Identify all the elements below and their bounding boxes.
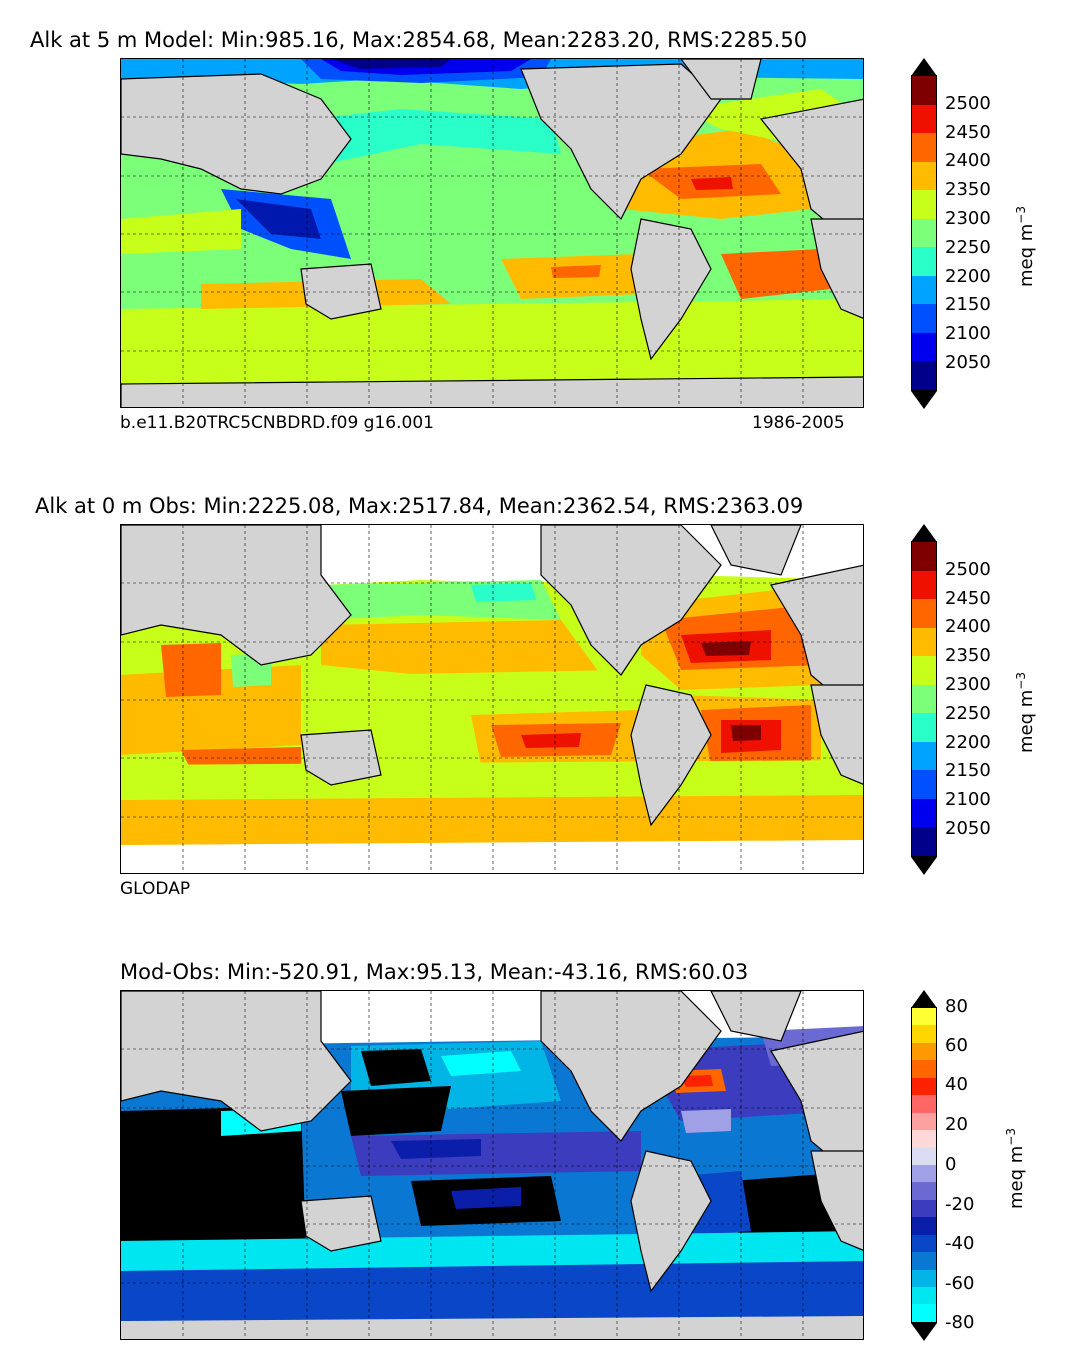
- panel-difference: Mod-Obs: Min:-520.91, Max:95.13, Mean:-4…: [0, 932, 1065, 1372]
- obs-map: [120, 524, 864, 874]
- panel-obs: Alk at 0 m Obs: Min:2225.08, Max:2517.84…: [0, 466, 1065, 926]
- colorbar-tick: 2250: [945, 237, 991, 258]
- land-masses: [121, 991, 863, 1293]
- colorbar-tick: -60: [945, 1273, 975, 1294]
- colorbar-min-arrow: [911, 1323, 937, 1341]
- colorbar-tick: 2100: [945, 789, 991, 810]
- difference-map: [120, 990, 864, 1340]
- colorbar-tick: 2100: [945, 323, 991, 344]
- graticule: [121, 991, 863, 1339]
- colorbar-tick: -20: [945, 1194, 975, 1215]
- panel-title: Mod-Obs: Min:-520.91, Max:95.13, Mean:-4…: [120, 960, 749, 984]
- colorbar-tick: 2450: [945, 122, 991, 143]
- colorbar-tick: 40: [945, 1074, 968, 1095]
- colorbar-tick: 2300: [945, 674, 991, 695]
- colorbar-tick: 2350: [945, 179, 991, 200]
- colorbar: [911, 541, 937, 857]
- colorbar-tick: 2400: [945, 616, 991, 637]
- colorbar-tick: 2400: [945, 150, 991, 171]
- colorbar-unit-label: meq m−3: [1004, 1128, 1027, 1209]
- colorbar-max-arrow: [911, 58, 937, 76]
- colorbar-tick: 2050: [945, 818, 991, 839]
- colorbar-tick: 60: [945, 1035, 968, 1056]
- colorbar-tick: 2450: [945, 588, 991, 609]
- colorbar-tick: 2300: [945, 208, 991, 229]
- colorbar-tick: 2150: [945, 760, 991, 781]
- colorbar-max-arrow: [911, 990, 937, 1008]
- years-label: 1986-2005: [752, 413, 845, 433]
- colorbar-tick: 2200: [945, 266, 991, 287]
- colorbar-tick: -80: [945, 1312, 975, 1333]
- land-masses: [121, 59, 863, 407]
- panel-title: Alk at 0 m Obs: Min:2225.08, Max:2517.84…: [35, 494, 804, 518]
- run-id-label: b.e11.B20TRC5CNBDRD.f09 g16.001: [120, 413, 434, 433]
- colorbar-tick: -40: [945, 1233, 975, 1254]
- colorbar-tick: 2350: [945, 645, 991, 666]
- colorbar: [911, 1007, 937, 1323]
- colorbar-tick: 2250: [945, 703, 991, 724]
- colorbar-tick: 2200: [945, 732, 991, 753]
- panel-title: Alk at 5 m Model: Min:985.16, Max:2854.6…: [30, 28, 808, 52]
- colorbar-tick: 20: [945, 1114, 968, 1135]
- colorbar-min-arrow: [911, 391, 937, 409]
- colorbar-tick: 2500: [945, 93, 991, 114]
- colorbar-tick: 0: [945, 1154, 957, 1175]
- colorbar-tick: 2150: [945, 294, 991, 315]
- colorbar-tick: 2500: [945, 559, 991, 580]
- source-label: GLODAP: [120, 879, 191, 899]
- colorbar-tick: 2050: [945, 352, 991, 373]
- colorbar-unit-label: meq m−3: [1014, 206, 1037, 287]
- model-map: [120, 58, 864, 408]
- colorbar-unit-label: meq m−3: [1014, 672, 1037, 753]
- panel-model: Alk at 5 m Model: Min:985.16, Max:2854.6…: [0, 0, 1065, 460]
- colorbar-tick: 80: [945, 996, 968, 1017]
- colorbar-max-arrow: [911, 524, 937, 542]
- colorbar-min-arrow: [911, 857, 937, 875]
- colorbar: [911, 75, 937, 391]
- graticule: [121, 59, 863, 407]
- graticule: [121, 525, 863, 873]
